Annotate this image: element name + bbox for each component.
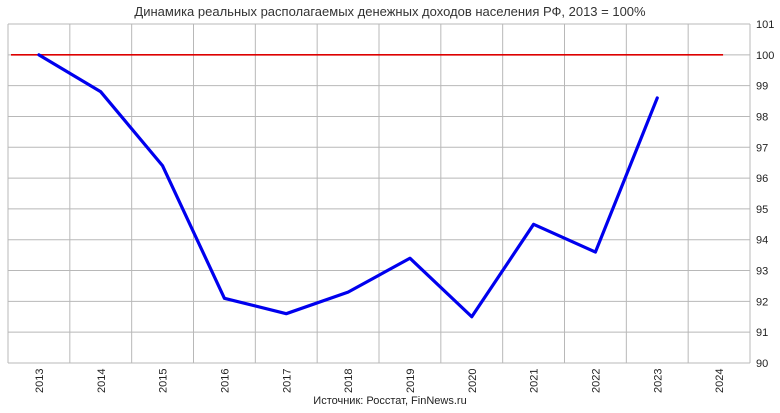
x-tick-label: 2019 <box>405 369 417 393</box>
data-point <box>656 96 659 100</box>
y-tick-label: 100 <box>756 50 774 62</box>
y-tick-label: 97 <box>756 142 768 154</box>
y-tick-label: 92 <box>756 296 768 308</box>
data-point <box>346 290 350 294</box>
y-tick-label: 93 <box>756 266 768 278</box>
x-tick-label: 2017 <box>281 369 293 393</box>
data-point <box>161 164 164 167</box>
x-tick-label: 2015 <box>158 369 170 393</box>
data-point <box>470 315 473 318</box>
data-point <box>37 53 41 57</box>
x-tick-label: 2014 <box>96 369 108 393</box>
y-axis-ticks: 90 91 92 93 94 95 96 97 98 99 100 101 <box>756 19 774 370</box>
data-point <box>99 90 102 94</box>
x-tick-label: 2018 <box>343 369 355 393</box>
chart-title: Динамика реальных располагаемых денежных… <box>134 4 646 19</box>
x-tick-label: 2020 <box>467 369 479 393</box>
y-tick-label: 99 <box>756 81 768 93</box>
x-tick-label: 2021 <box>529 369 541 393</box>
y-tick-label: 94 <box>756 235 768 247</box>
source-note: Источник: Росстат, FinNews.ru <box>313 395 467 407</box>
x-tick-label: 2016 <box>219 369 231 393</box>
x-tick-label: 2024 <box>714 369 726 393</box>
y-tick-label: 96 <box>756 173 768 185</box>
x-tick-label: 2022 <box>590 369 602 393</box>
x-tick-label: 2013 <box>34 369 46 393</box>
data-point <box>408 257 412 260</box>
data-point <box>285 312 288 315</box>
y-tick-label: 101 <box>756 19 774 31</box>
series-group <box>37 53 659 319</box>
data-point <box>223 297 226 300</box>
data-point <box>594 250 597 254</box>
y-tick-label: 98 <box>756 111 768 123</box>
x-tick-label: 2023 <box>652 369 664 393</box>
grid <box>7 23 751 364</box>
data-point <box>532 223 535 226</box>
y-tick-label: 91 <box>756 327 768 339</box>
x-axis-ticks: 2013 2014 2015 2016 2017 2018 2019 2020 2021 2022… <box>34 369 726 393</box>
y-tick-label: 95 <box>756 204 768 216</box>
y-tick-label: 90 <box>756 358 768 370</box>
